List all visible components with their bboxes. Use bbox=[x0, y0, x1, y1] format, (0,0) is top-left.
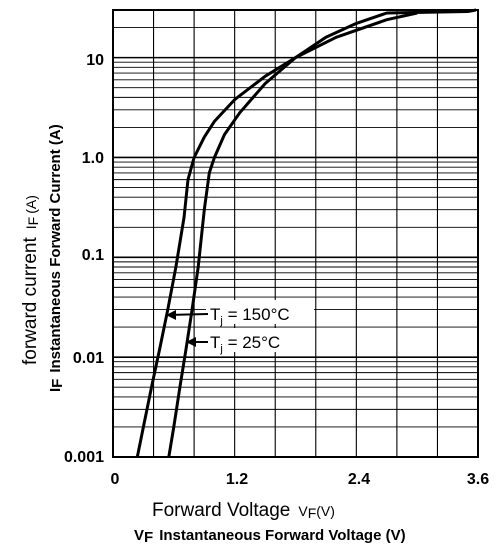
y-axis-label-secondary: IFInstantaneous Forward Current (A) bbox=[47, 124, 66, 392]
x-tick-label: 1.2 bbox=[226, 471, 248, 488]
x-tick-label: 0 bbox=[111, 471, 120, 488]
x-tick-label: 2.4 bbox=[348, 471, 370, 488]
series-line-0 bbox=[135, 11, 418, 458]
series-layer bbox=[135, 8, 477, 458]
annotation-label: Tj = 150°C bbox=[210, 305, 290, 327]
y-tick-label: 0.001 bbox=[64, 449, 104, 466]
series-line-1 bbox=[167, 8, 477, 458]
annotation-tj-25: Tj = 25°C bbox=[186, 328, 302, 355]
plot-frame bbox=[112, 9, 479, 458]
y-tick-label: 10 bbox=[86, 52, 104, 69]
y-axis-label-primary: forward currentIF(A) bbox=[20, 195, 41, 365]
annotation-tj-150: Tj = 150°C bbox=[166, 300, 314, 327]
annotation-label: Tj = 25°C bbox=[210, 333, 280, 355]
y-tick-label: 0.1 bbox=[82, 247, 104, 264]
x-axis-label-secondary: VF Instantaneous Forward Voltage (V) bbox=[134, 527, 406, 546]
x-tick-label: 3.6 bbox=[467, 471, 489, 488]
x-axis-label-primary: Forward Voltage VF(V) bbox=[152, 500, 335, 521]
frame-layer bbox=[112, 9, 479, 458]
y-tick-label: 1.0 bbox=[82, 150, 104, 167]
grid-layer bbox=[112, 9, 479, 458]
y-tick-label: 0.01 bbox=[73, 350, 104, 367]
